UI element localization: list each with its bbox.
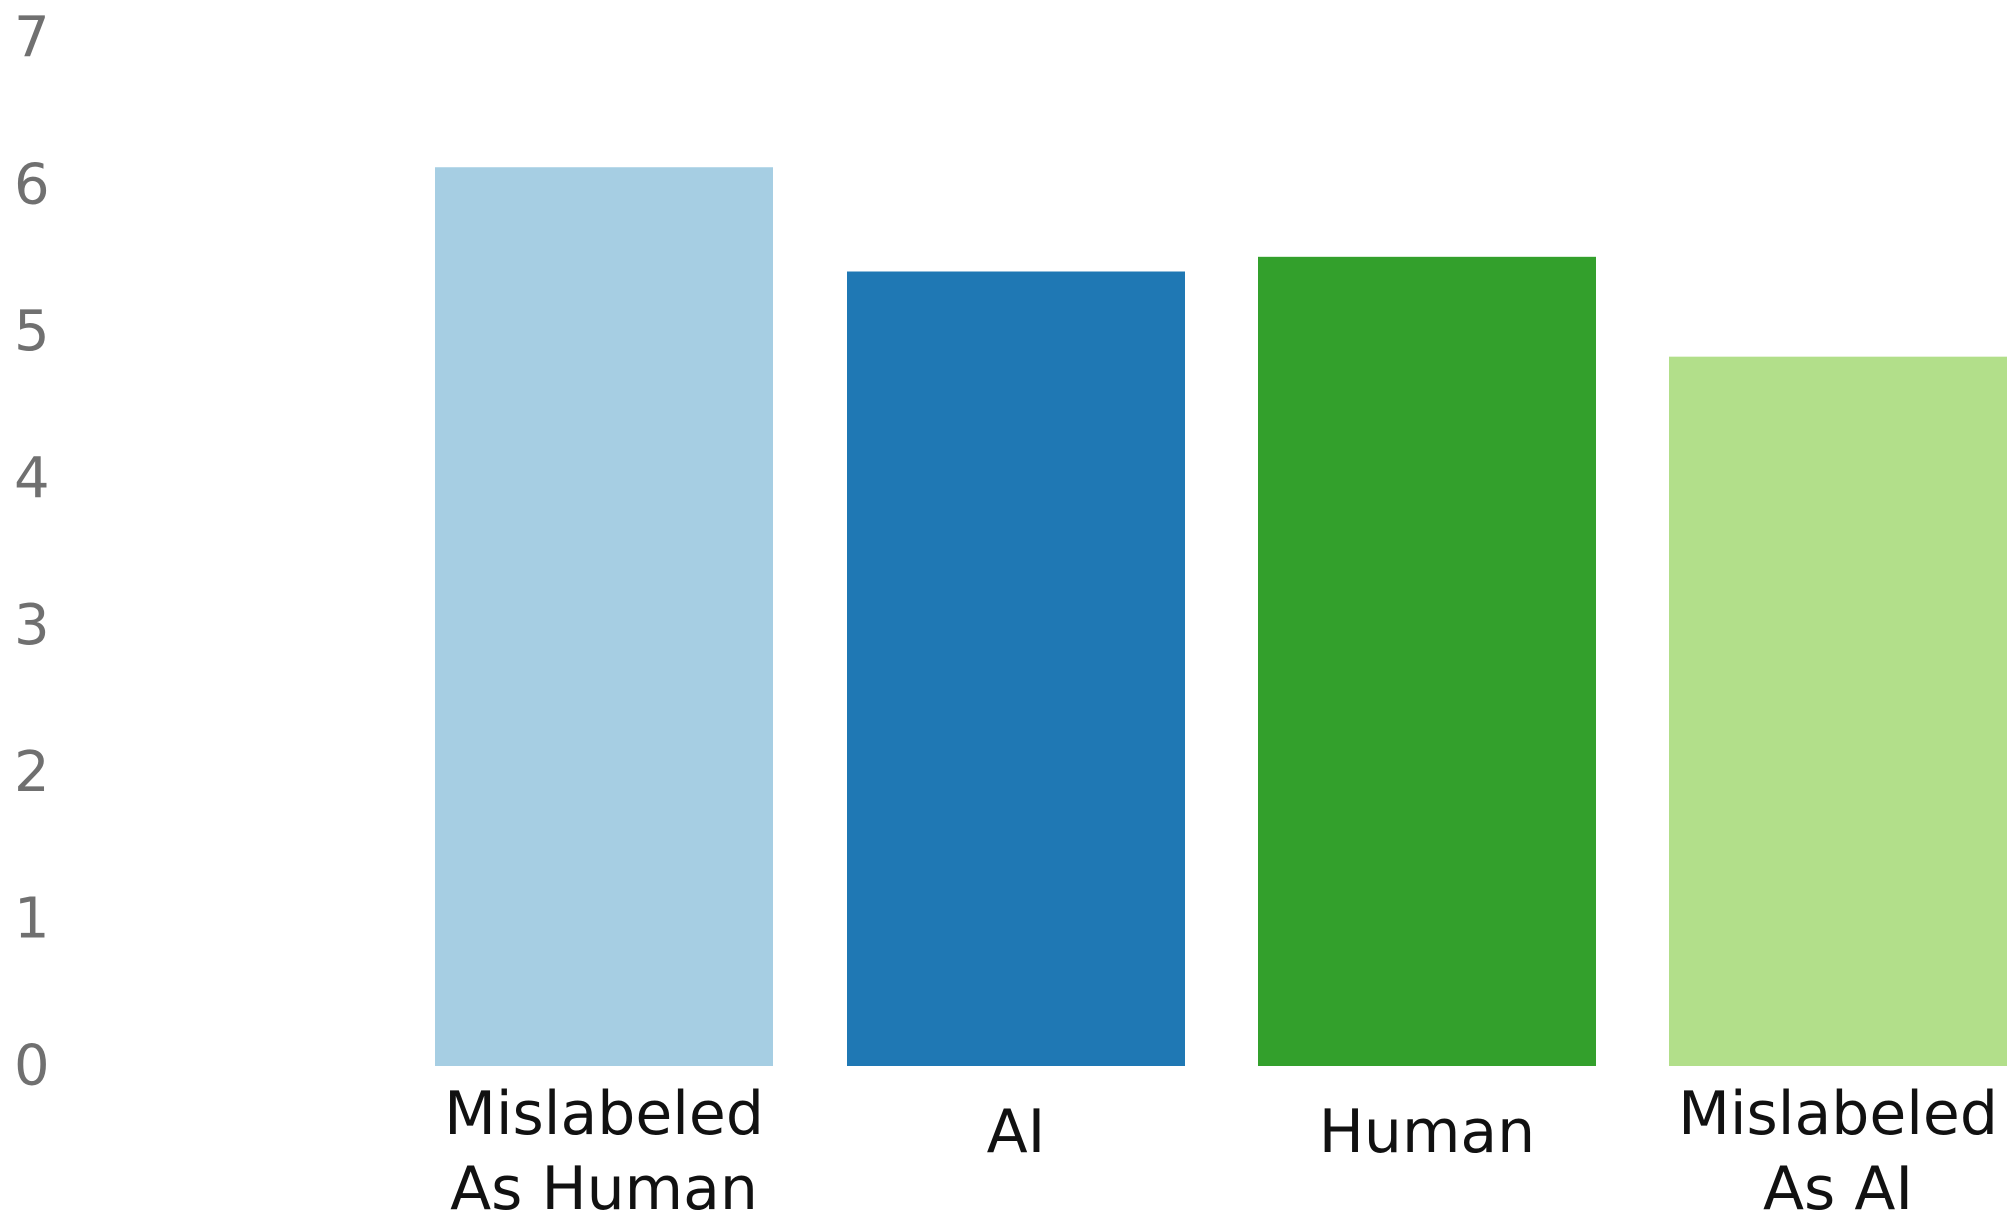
- bar: [1258, 256, 1596, 1066]
- y-tick-label: 7: [14, 6, 50, 71]
- y-tick-label: 6: [14, 152, 50, 217]
- x-tick-label-line: Mislabeled: [444, 1079, 764, 1149]
- x-tick-label: AI: [987, 1097, 1046, 1167]
- bar: [847, 271, 1185, 1066]
- x-tick-label-line: Mislabeled: [1678, 1079, 1998, 1149]
- y-axis: 0 1 2 3 4 5 6 7: [14, 6, 50, 1099]
- bars: [435, 167, 2007, 1067]
- y-tick-label: 4: [14, 446, 50, 511]
- y-tick-label: 0: [14, 1034, 50, 1099]
- x-tick-label: Mislabeled As Human: [444, 1079, 764, 1213]
- y-tick-label: 5: [14, 299, 50, 364]
- bar: [1669, 356, 2007, 1066]
- x-tick-label: Mislabeled As AI: [1678, 1079, 1998, 1213]
- x-tick-label: Human: [1319, 1097, 1535, 1167]
- x-tick-label-line: As Human: [450, 1154, 758, 1213]
- y-tick-label: 2: [14, 740, 50, 805]
- y-tick-label: 3: [14, 593, 50, 658]
- x-tick-label-line: As AI: [1763, 1154, 1913, 1213]
- y-tick-label: 1: [14, 887, 50, 952]
- bar: [435, 167, 773, 1067]
